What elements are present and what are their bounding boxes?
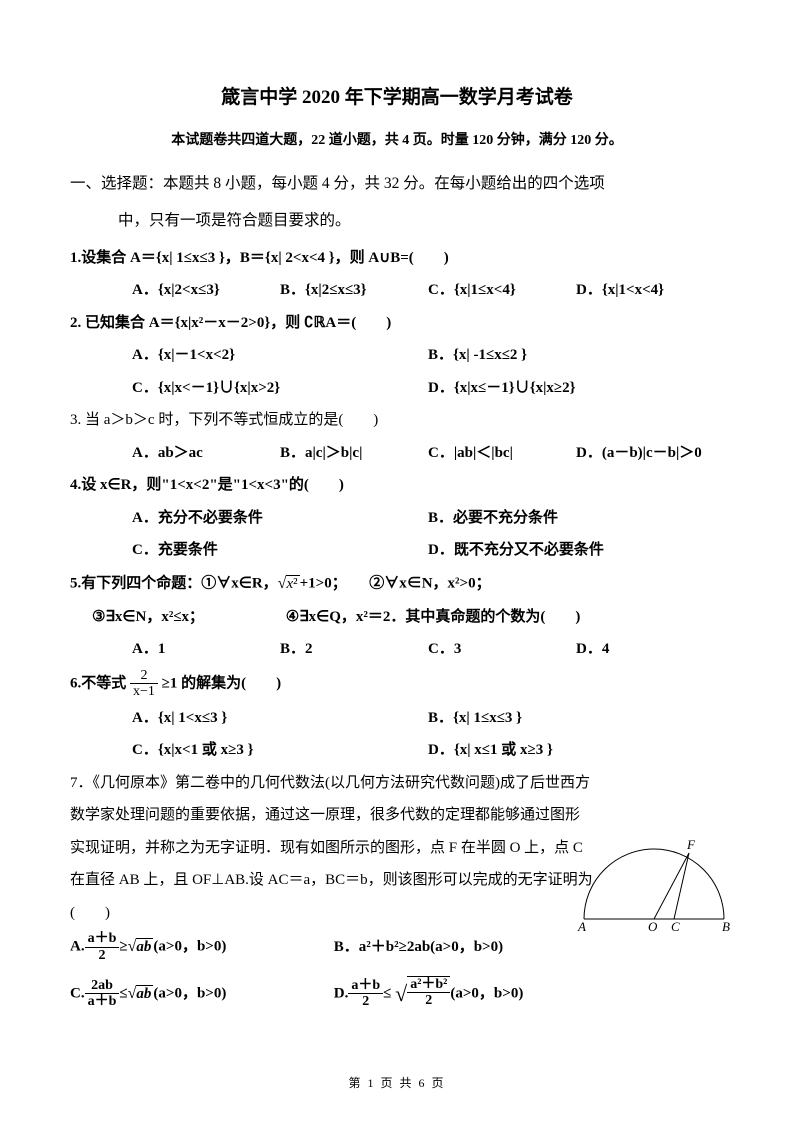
- q7-line1: 7．《几何原本》第二卷中的几何代数法(以几何方法研究代数问题)成了后世西方: [70, 769, 724, 798]
- q1-opt-a: A．{x|2<x≤3}: [132, 276, 280, 305]
- question-1: 1.设集合 A＝{x| 1≤x≤3 }，B＝{x| 2<x<4 }，则 A∪B=…: [70, 244, 724, 273]
- q3-opt-d: D．(a－b)|c－b|＞0: [576, 439, 724, 468]
- label-c: C: [671, 919, 680, 934]
- q4-opt-c: C．充要条件: [132, 536, 428, 565]
- q6-opt-c: C．{x|x<1 或 x≥3 }: [132, 736, 428, 765]
- q2-options-row2: C．{x|x<－1}∪{x|x>2} D．{x|x≤－1}∪{x|x≥2}: [70, 374, 724, 403]
- q5-options: A．1 B．2 C．3 D．4: [70, 635, 724, 664]
- q1-opt-b: B．{x|2≤x≤3}: [280, 276, 428, 305]
- label-o: O: [648, 919, 658, 934]
- label-a: A: [577, 919, 586, 934]
- q2-opt-d: D．{x|x≤－1}∪{x|x≥2}: [428, 374, 724, 403]
- question-5-line2: ③∃x∈N，x²≤x； ④∃x∈Q，x²＝2．其中真命题的个数为( ): [70, 603, 724, 632]
- fraction-icon: 2x−1: [130, 668, 158, 700]
- question-6: 6.不等式 2x−1 ≥1 的解集为( ): [70, 668, 724, 700]
- q7-options-row2: C.2aba＋b≤ab(a>0，b>0) D.a＋b2≤ √a²＋b²2 (a>…: [70, 973, 724, 1015]
- q4-opt-a: A．充分不必要条件: [132, 504, 428, 533]
- page-title: 箴言中学 2020 年下学期高一数学月考试卷: [70, 80, 724, 116]
- section-heading-line2: 中，只有一项是符合题目要求的。: [70, 206, 724, 235]
- question-5-line1: 5.有下列四个命题：①∀x∈R，x²+1>0； ②∀x∈N，x²>0；: [70, 569, 724, 599]
- q7-options-row1: A.a＋b2≥ab(a>0，b>0) B．a²＋b²≥2ab(a>0，b>0): [70, 931, 724, 963]
- q3-opt-b: B．a|c|＞b|c|: [280, 439, 428, 468]
- q6-options-row2: C．{x|x<1 或 x≥3 } D．{x| x≤1 或 x≥3 }: [70, 736, 724, 765]
- q3-options: A．ab＞ac B．a|c|＞b|c| C．|ab|＜|bc| D．(a－b)|…: [70, 439, 724, 468]
- label-b: B: [722, 919, 730, 934]
- q1-opt-c: C．{x|1≤x<4}: [428, 276, 576, 305]
- question-3: 3. 当 a＞b＞c 时，下列不等式恒成立的是( ): [70, 406, 724, 435]
- q2-opt-a: A．{x|－1<x<2}: [132, 341, 428, 370]
- q3-opt-c: C．|ab|＜|bc|: [428, 439, 576, 468]
- q4-options-row2: C．充要条件 D．既不充分又不必要条件: [70, 536, 724, 565]
- q7-opt-c: C.2aba＋b≤ab(a>0，b>0): [70, 978, 330, 1010]
- question-2: 2. 已知集合 A＝{x|x²－x－2>0}，则 ∁ℝA＝( ): [70, 309, 724, 338]
- q2-options-row1: A．{x|－1<x<2} B．{x| -1≤x≤2 }: [70, 341, 724, 370]
- q7-opt-a: A.a＋b2≥ab(a>0，b>0): [70, 931, 330, 963]
- q7-line2: 数学家处理问题的重要依据，通过这一原理，很多代数的定理都能够通过图形: [70, 801, 724, 830]
- page-footer: 第 1 页 共 6 页: [0, 1072, 794, 1095]
- question-7: 7．《几何原本》第二卷中的几何代数法(以几何方法研究代数问题)成了后世西方 数学…: [70, 769, 724, 1015]
- semicircle-diagram: A B O C F: [574, 839, 734, 934]
- q2-opt-c: C．{x|x<－1}∪{x|x>2}: [132, 374, 428, 403]
- q4-opt-b: B．必要不充分条件: [428, 504, 724, 533]
- q5-opt-b: B．2: [280, 635, 428, 664]
- page-subtitle: 本试题卷共四道大题，22 道小题，共 4 页。时量 120 分钟，满分 120 …: [70, 128, 724, 155]
- question-4: 4.设 x∈R，则"1<x<2"是"1<x<3"的( ): [70, 471, 724, 500]
- q7-opt-b: B．a²＋b²≥2ab(a>0，b>0): [334, 933, 594, 962]
- q6-opt-d: D．{x| x≤1 或 x≥3 }: [428, 736, 724, 765]
- q6-opt-a: A．{x| 1<x≤3 }: [132, 704, 428, 733]
- q4-opt-d: D．既不充分又不必要条件: [428, 536, 724, 565]
- q7-opt-d: D.a＋b2≤ √a²＋b²2 (a>0，b>0): [334, 973, 634, 1015]
- sqrt-icon: x²: [278, 569, 300, 599]
- q2-opt-b: B．{x| -1≤x≤2 }: [428, 341, 724, 370]
- label-f: F: [686, 839, 696, 852]
- q6-opt-b: B．{x| 1≤x≤3 }: [428, 704, 724, 733]
- q5-opt-d: D．4: [576, 635, 724, 664]
- q5-opt-c: C．3: [428, 635, 576, 664]
- q5-opt-a: A．1: [132, 635, 280, 664]
- section-heading-line1: 一、选择题：本题共 8 小题，每小题 4 分，共 32 分。在每小题给出的四个选…: [70, 169, 724, 198]
- q1-opt-d: D．{x|1<x<4}: [576, 276, 724, 305]
- q6-options-row1: A．{x| 1<x≤3 } B．{x| 1≤x≤3 }: [70, 704, 724, 733]
- q1-options: A．{x|2<x≤3} B．{x|2≤x≤3} C．{x|1≤x<4} D．{x…: [70, 276, 724, 305]
- q4-options-row1: A．充分不必要条件 B．必要不充分条件: [70, 504, 724, 533]
- q1-text: 1.设集合 A＝{x| 1≤x≤3 }，B＝{x| 2<x<4 }，则 A∪B=…: [70, 250, 449, 266]
- q3-opt-a: A．ab＞ac: [132, 439, 280, 468]
